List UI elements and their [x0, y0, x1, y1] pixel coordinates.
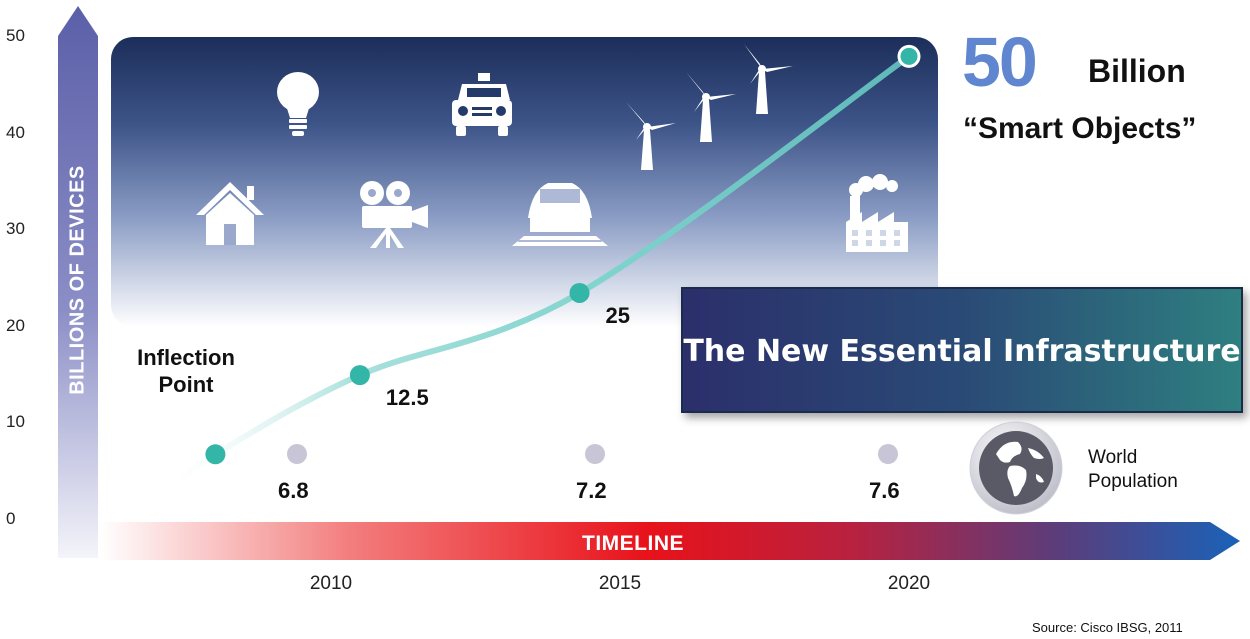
- y-tick-label: 0: [6, 509, 16, 528]
- film-camera-icon: [360, 181, 428, 248]
- world-pop-line1: World: [1088, 447, 1138, 468]
- source-note: Source: Cisco IBSG, 2011: [1032, 620, 1183, 635]
- wind-turbine-icon: [626, 44, 793, 170]
- x-tick-label: 2010: [309, 573, 353, 594]
- x-tick-label: 2015: [598, 573, 642, 594]
- timeline-arrow: [100, 522, 1240, 560]
- headline-unit: Billion: [1088, 53, 1186, 89]
- x-tick-label: 2020: [887, 573, 931, 594]
- y-tick-label: 30: [6, 219, 25, 239]
- headline-subtitle: “Smart Objects”: [963, 112, 1197, 145]
- y-tick-label: 50: [6, 26, 25, 45]
- world-pop-line2: Population: [1088, 471, 1178, 492]
- world-population-label: World Population: [1088, 446, 1178, 494]
- y-tick-label: 20: [6, 315, 25, 335]
- population-point: [585, 444, 605, 464]
- globe-icon: [969, 421, 1063, 515]
- device-point: [349, 365, 370, 386]
- devices-curve: [167, 53, 912, 493]
- inflection-line1: Inflection: [137, 345, 235, 370]
- banner-text: The New Essential Infrastructure: [683, 334, 1241, 369]
- data-label: 25: [605, 302, 631, 328]
- device-point: [569, 282, 590, 303]
- inflection-line2: Point: [158, 372, 214, 397]
- infrastructure-banner: The New Essential Infrastructure: [681, 287, 1243, 413]
- headline-number: 50: [962, 23, 1038, 101]
- icon-panel: [111, 37, 938, 327]
- data-label: 12.5: [385, 385, 429, 411]
- y-tick-label: 10: [6, 412, 25, 432]
- lightbulb-icon: [277, 72, 319, 136]
- factory-icon: [846, 174, 908, 252]
- y-tick-label: 40: [6, 122, 25, 142]
- population-point: [878, 444, 898, 464]
- device-point: [897, 44, 921, 68]
- y-axis-arrow: [58, 6, 98, 558]
- timeline-label: TIMELINE: [582, 532, 684, 555]
- data-label: 6.8: [278, 478, 309, 503]
- inflection-point-label: Inflection Point: [127, 344, 245, 398]
- device-point: [205, 444, 226, 465]
- population-point: [287, 444, 307, 464]
- train-icon: [512, 183, 608, 246]
- data-label: 7.2: [576, 478, 607, 503]
- car-icon: [452, 73, 512, 136]
- house-icon: [196, 182, 264, 245]
- data-label: 7.6: [869, 478, 900, 503]
